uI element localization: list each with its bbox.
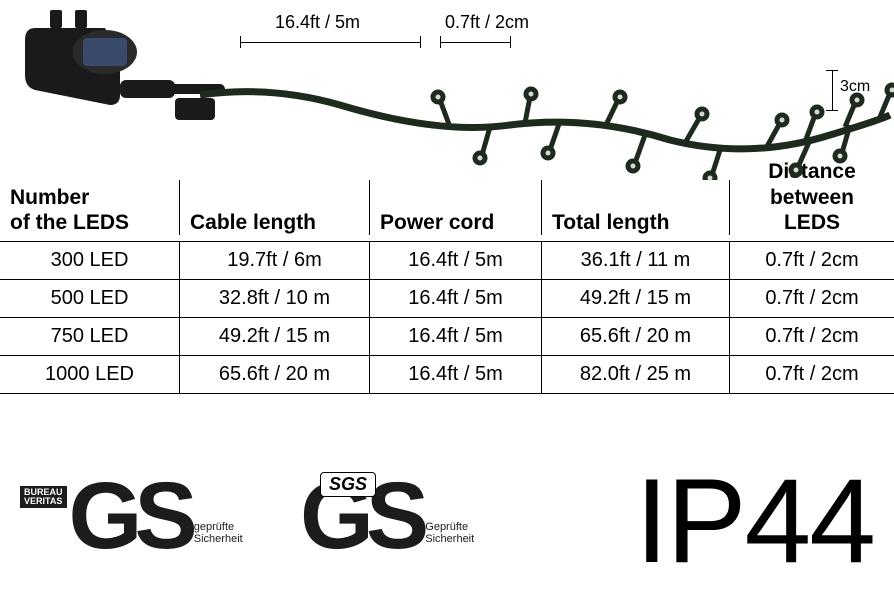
product-diagram: 16.4ft / 5m 0.7ft / 2cm 3cm [0,0,894,180]
table-header-row: Number of the LEDS Cable length Power co… [0,180,894,242]
table-row: 750 LED 49.2ft / 15 m 16.4ft / 5m 65.6ft… [0,318,894,356]
table-row: 500 LED 32.8ft / 10 m 16.4ft / 5m 49.2ft… [0,280,894,318]
spec-table: Number of the LEDS Cable length Power co… [0,180,894,394]
col-header: Total length [542,180,730,235]
cell: 0.7ft / 2cm [730,242,894,279]
gs-subtext: geprüfte Sicherheit [194,521,243,545]
cell: 500 LED [0,280,180,317]
col-header: Power cord [370,180,542,235]
cell: 16.4ft / 5m [370,280,542,317]
cell: 0.7ft / 2cm [730,356,894,393]
sgs-gs-badge: SGS GS Geprüfte Sicherheit [300,478,510,554]
cell: 82.0ft / 25 m [542,356,730,393]
dim-power-cord-label: 16.4ft / 5m [275,12,360,33]
cell: 16.4ft / 5m [370,356,542,393]
sgs-label: SGS [320,472,376,497]
col-header: Cable length [180,180,370,235]
cell: 65.6ft / 20 m [542,318,730,355]
table-row: 300 LED 19.7ft / 6m 16.4ft / 5m 36.1ft /… [0,242,894,280]
dim-line [240,42,420,43]
ip-rating: IP44 [635,461,874,581]
dim-tick [510,36,511,48]
certifications-row: BUREAU VERITAS GS geprüfte Sicherheit SG… [0,438,894,593]
cell: 49.2ft / 15 m [180,318,370,355]
cell: 16.4ft / 5m [370,242,542,279]
cell: 0.7ft / 2cm [730,280,894,317]
col-header: Distance between LEDS [730,180,894,235]
bv-label: BUREAU VERITAS [20,486,67,508]
col-header: Number of the LEDS [0,180,180,235]
cell: 300 LED [0,242,180,279]
dim-tick [440,36,441,48]
cell: 32.8ft / 10 m [180,280,370,317]
bureau-veritas-gs-badge: BUREAU VERITAS GS geprüfte Sicherheit [20,478,230,554]
dim-led-span-label: 0.7ft / 2cm [445,12,529,33]
cell: 16.4ft / 5m [370,318,542,355]
dim-tick [240,36,241,48]
gs-mark: GS [69,478,190,554]
cell: 1000 LED [0,356,180,393]
cell: 36.1ft / 11 m [542,242,730,279]
gs-subtext: Geprüfte Sicherheit [425,521,474,545]
dim-tick [420,36,421,48]
table-row: 1000 LED 65.6ft / 20 m 16.4ft / 5m 82.0f… [0,356,894,394]
cell: 49.2ft / 15 m [542,280,730,317]
cell: 19.7ft / 6m [180,242,370,279]
dim-line [440,42,510,43]
cell: 65.6ft / 20 m [180,356,370,393]
cell: 750 LED [0,318,180,355]
led-cable [190,55,894,180]
cell: 0.7ft / 2cm [730,318,894,355]
